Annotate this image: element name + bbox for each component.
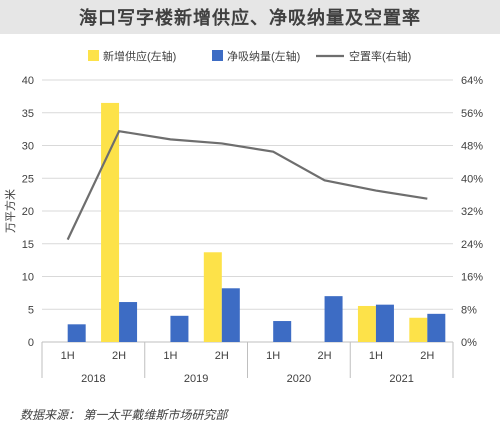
y-right-tick-label: 16% [461, 272, 483, 284]
bar-supply-3 [203, 252, 222, 342]
bar-supply-1 [101, 102, 120, 342]
bar-absorption-6 [375, 304, 394, 342]
chart-title: 海口写字楼新增供应、净吸纳量及空置率 [79, 8, 421, 28]
y-right-tick-label: 32% [461, 206, 483, 218]
legend-label-supply: 新增供应(左轴) [103, 49, 176, 63]
x-group-label: 2019 [184, 373, 208, 385]
x-tick-label: 1H [369, 350, 383, 362]
legend-swatch-supply [88, 50, 99, 61]
bar-absorption-1 [119, 302, 138, 342]
x-tick-label: 2H [215, 350, 229, 362]
legend-label-vacancy: 空置率(右轴) [349, 49, 411, 63]
bar-absorption-4 [273, 321, 292, 342]
x-tick-label: 1H [266, 350, 280, 362]
y-left-tick-label: 35 [22, 108, 34, 120]
series-line-vacancy [66, 129, 428, 241]
y-left-axis-label: 万平方米 [3, 189, 17, 233]
title-bar: 海口写字楼新增供应、净吸纳量及空置率 [0, 0, 500, 34]
x-tick-label: 2H [318, 350, 332, 362]
x-group-label: 2020 [287, 373, 311, 385]
bar-absorption-0 [67, 324, 86, 342]
bar-absorption-7 [427, 313, 446, 342]
y-left-tick-label: 25 [22, 173, 34, 185]
y-left-tick-label: 40 [22, 75, 34, 87]
y-left-tick-label: 10 [22, 272, 34, 284]
bar-absorption-2 [170, 315, 189, 342]
legend-label-absorption: 净吸纳量(左轴) [227, 49, 300, 63]
y-left-tick-label: 0 [28, 337, 34, 349]
y-right-tick-label: 48% [461, 141, 483, 153]
bar-absorption-5 [324, 296, 343, 342]
y-right-tick-label: 8% [461, 304, 477, 316]
chart: 0 5 10 15 20 25 30 35 40 0% 8% 16% 24% 32% 40% 48% 56% 64… [3, 49, 483, 385]
y-left-tick-label: 20 [22, 206, 34, 218]
x-group-label: 2018 [81, 373, 105, 385]
source-note: 数据来源： 第一太平戴维斯市场研究部 [20, 408, 228, 422]
bar-supply-6 [357, 305, 376, 342]
y-right-tick-label: 24% [461, 239, 483, 251]
x-tick-label: 1H [163, 350, 177, 362]
bar-supply-7 [409, 317, 428, 342]
y-left-tick-label: 5 [28, 304, 34, 316]
y-right-tick-label: 64% [461, 75, 483, 87]
y-left-tick-label: 30 [22, 141, 34, 153]
y-right-tick-label: 0% [461, 337, 477, 349]
y-right-tick-label: 40% [461, 173, 483, 185]
legend-swatch-absorption [212, 50, 223, 61]
y-left-tick-label: 15 [22, 239, 34, 251]
x-tick-label: 2H [420, 350, 434, 362]
x-tick-label: 1H [61, 350, 75, 362]
x-group-label: 2021 [389, 373, 413, 385]
y-right-tick-label: 56% [461, 108, 483, 120]
x-tick-label: 2H [112, 350, 126, 362]
bar-absorption-3 [221, 288, 240, 342]
